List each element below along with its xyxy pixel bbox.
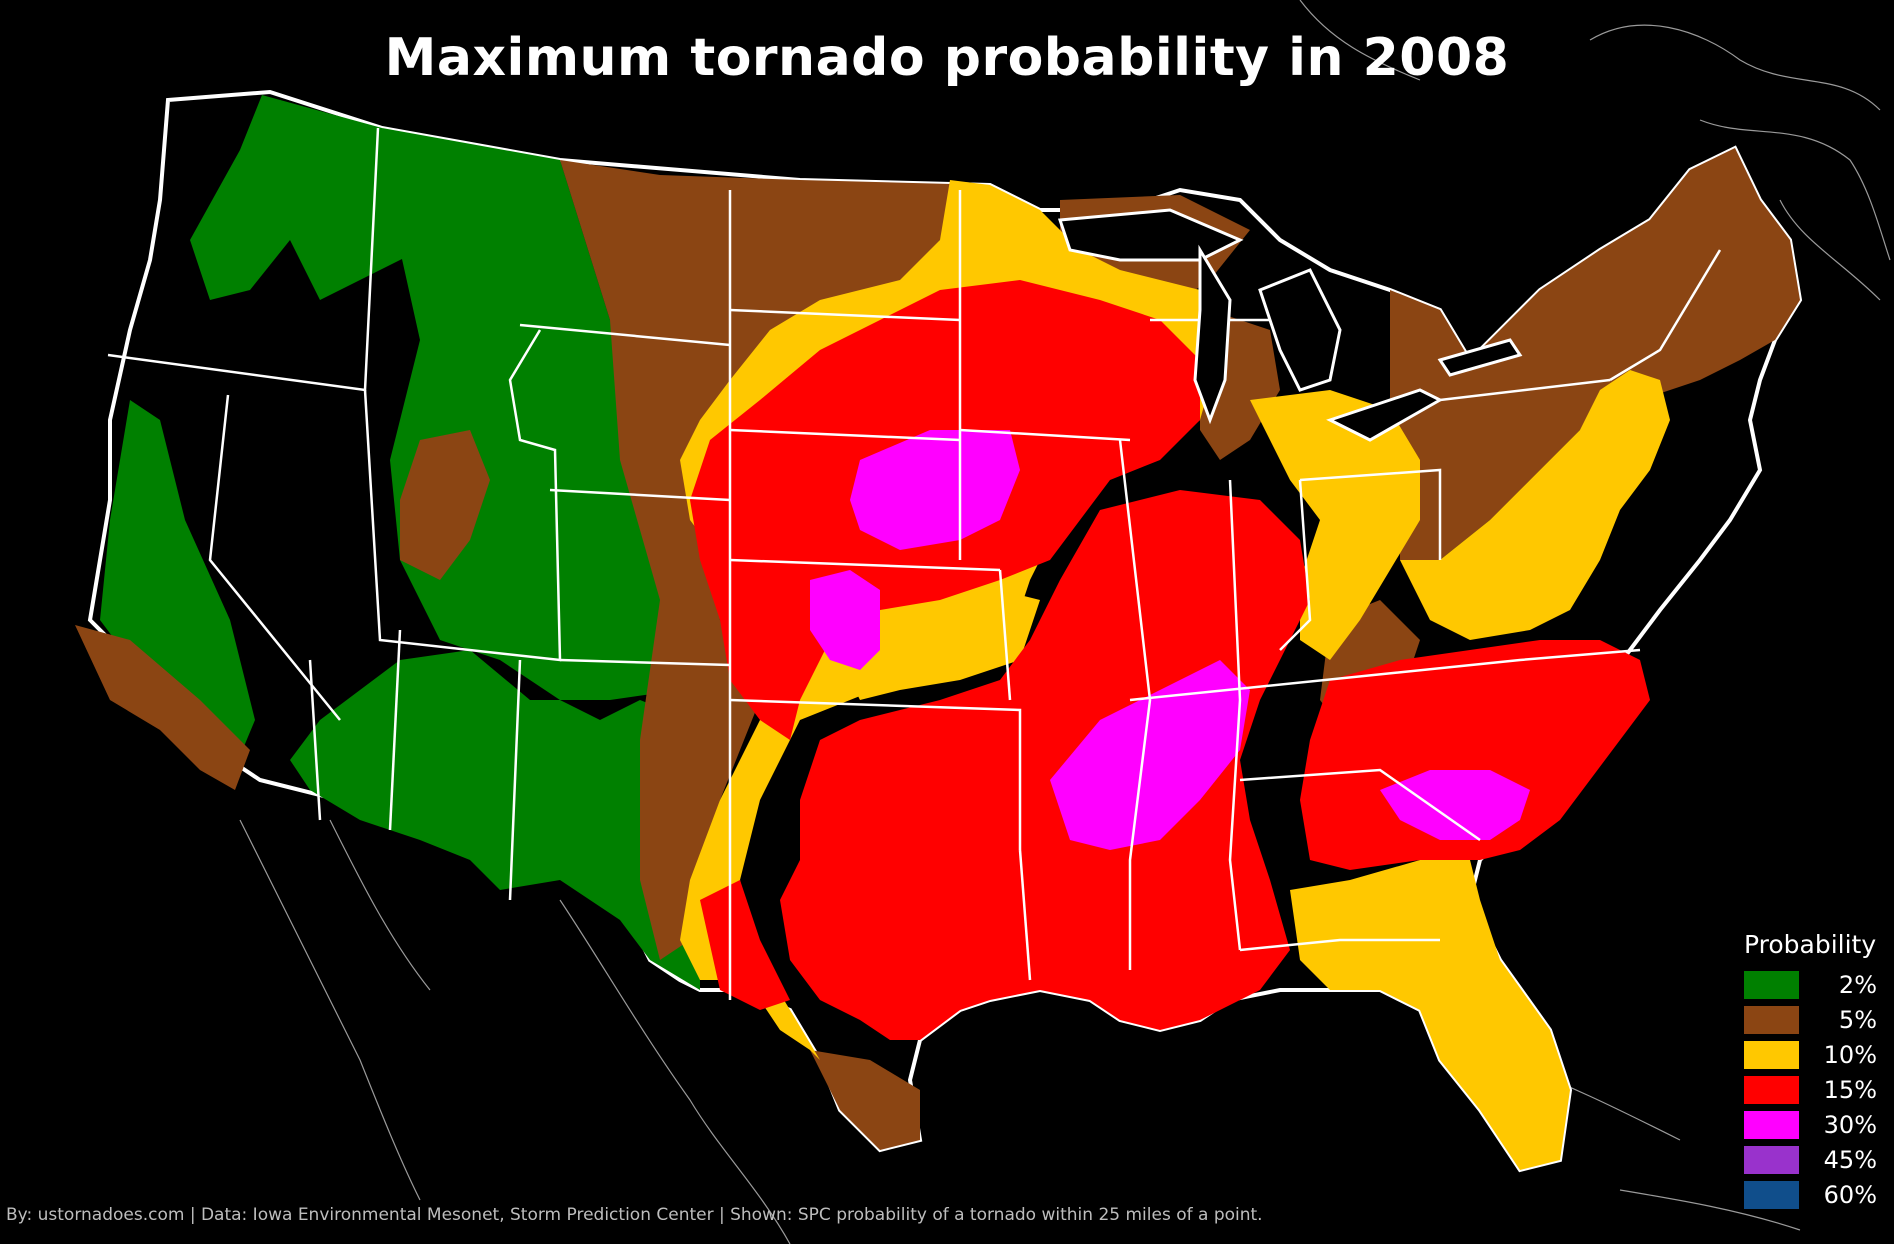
zone-30pct	[810, 430, 1530, 850]
legend-label: 45%	[1823, 1145, 1877, 1174]
legend-item-5pct: 5%	[1744, 1002, 1884, 1037]
legend-label: 30%	[1823, 1110, 1877, 1139]
legend-label: 15%	[1823, 1075, 1877, 1104]
state-borders	[107, 127, 1722, 1000]
footer-credit: By: ustornadoes.com | Data: Iowa Environ…	[6, 1205, 1263, 1225]
legend-swatch	[1744, 1005, 1799, 1034]
legend-item-60pct: 60%	[1744, 1177, 1884, 1212]
legend-item-10pct: 10%	[1744, 1037, 1884, 1072]
legend-swatch	[1744, 970, 1799, 999]
legend-item-30pct: 30%	[1744, 1107, 1884, 1142]
legend-label: 5%	[1838, 1005, 1877, 1034]
legend-label: 10%	[1823, 1040, 1877, 1069]
legend-swatch	[1744, 1110, 1799, 1139]
legend-swatch	[1744, 1075, 1799, 1104]
legend-label: 2%	[1838, 970, 1877, 999]
zone-2pct	[100, 95, 800, 990]
legend-item-45pct: 45%	[1744, 1142, 1884, 1177]
legend-item-15pct: 15%	[1744, 1072, 1884, 1107]
legend-swatch	[1744, 1145, 1799, 1174]
great-lakes	[1057, 208, 1523, 442]
legend-swatch	[1744, 1040, 1799, 1069]
legend-swatch	[1744, 1180, 1799, 1209]
legend-item-2pct: 2%	[1744, 967, 1884, 1002]
legend-label: 60%	[1823, 1180, 1877, 1209]
legend: Probability 2% 5% 10% 15% 30% 45% 60%	[1744, 930, 1884, 1212]
legend-title: Probability	[1744, 930, 1877, 959]
map-title: Maximum tornado probability in 2008	[384, 28, 1510, 88]
